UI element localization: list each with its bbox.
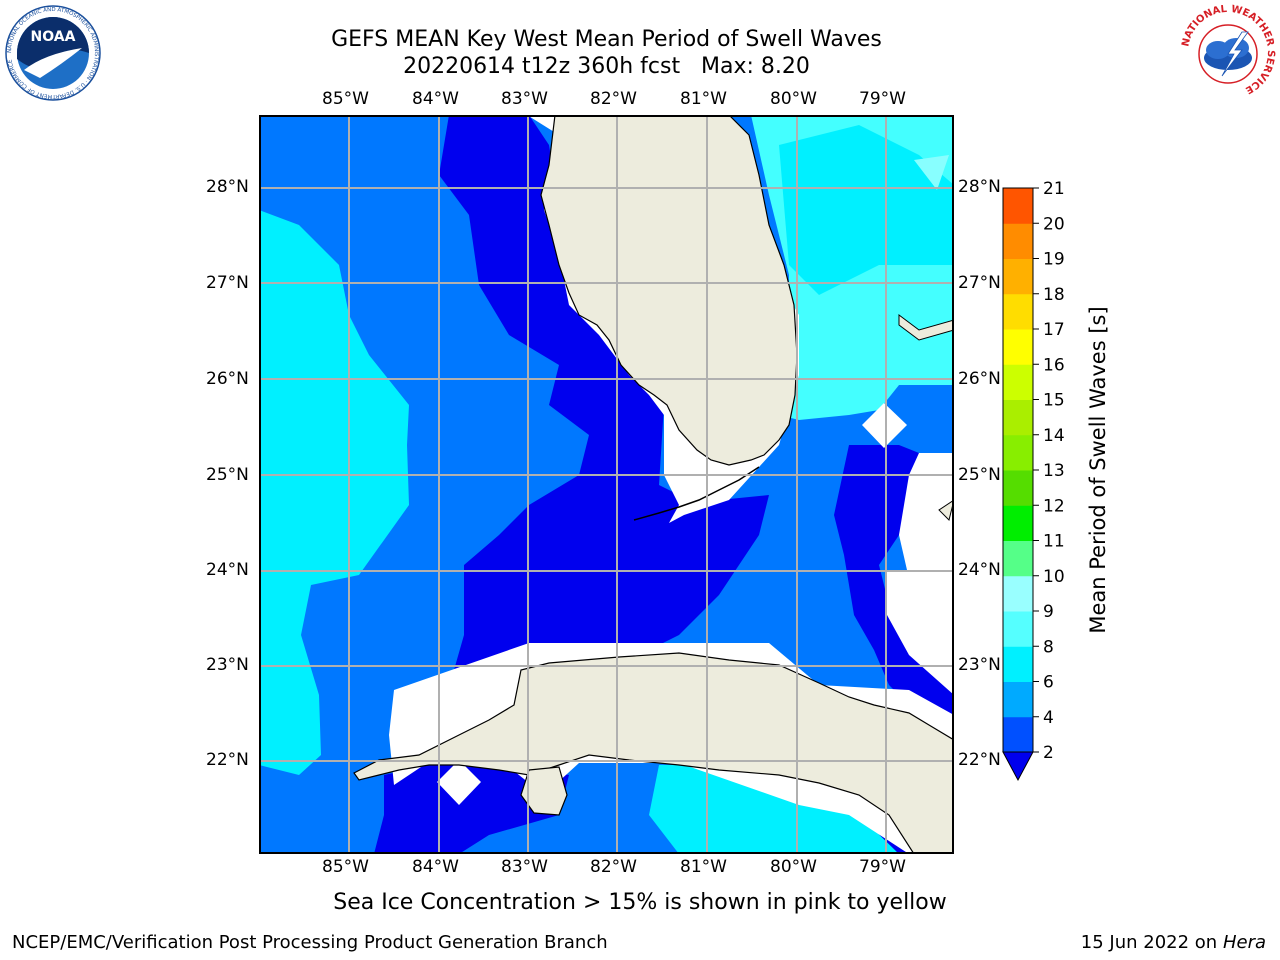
footer-host: Hera [1222, 932, 1266, 953]
lat-label-left-22: 22°N [206, 750, 249, 770]
colorbar-swatch [1003, 329, 1033, 365]
colorbar-tick-label: 2 [1043, 743, 1054, 763]
colorbar-swatch [1003, 188, 1033, 224]
noaa-logo-text: NOAA [31, 29, 76, 45]
period-4-6-west-band [259, 210, 409, 775]
colorbar-tick-label: 18 [1043, 285, 1065, 305]
lon-label-bottom-84: 84°W [412, 857, 459, 877]
colorbar-swatch [1003, 223, 1033, 259]
lon-label-bottom-82: 82°W [590, 857, 637, 877]
lon-label-bottom-79: 79°W [859, 857, 906, 877]
colorbar-swatch [1003, 258, 1033, 295]
period-under-2-south [374, 765, 569, 854]
colorbar-swatch [1003, 540, 1033, 577]
colorbar-tick-label: 14 [1043, 426, 1065, 446]
lon-label-top-84: 84°W [412, 89, 459, 109]
sea-ice-note: Sea Ice Concentration > 15% is shown in … [333, 890, 947, 915]
colorbar-tick-label: 19 [1043, 250, 1065, 270]
period-4-6-atlantic-inner [779, 125, 954, 295]
colorbar-tick-label: 16 [1043, 355, 1065, 375]
colorbar-tick-label: 20 [1043, 214, 1065, 234]
bahamas-andros-land [938, 499, 954, 521]
colorbar-tick-label: 11 [1043, 532, 1065, 552]
period-under-2-central [439, 115, 769, 685]
footer-date: 15 Jun 2022 on Hera [1081, 932, 1266, 953]
map-frame [259, 115, 954, 854]
nodata-diamond-2 [437, 760, 481, 805]
colorbar-under-triangle [1002, 751, 1034, 782]
chart-subtitle: 20220614 t12z 360h fcst Max: 8.20 [403, 54, 810, 79]
period-under-2-east-channel [834, 445, 954, 745]
colorbar-tick-label: 10 [1043, 567, 1065, 587]
bahamas-grand-land [898, 314, 954, 341]
cuba-land [353, 652, 954, 854]
nodata-bahamas [899, 453, 954, 595]
colorbar-tick-label: 15 [1043, 391, 1065, 411]
colorbar-swatch [1003, 575, 1033, 612]
colorbar-swatch [1003, 681, 1033, 718]
lon-label-bottom-83: 83°W [501, 857, 548, 877]
colorbar-swatch [1003, 716, 1033, 753]
footer-branch: NCEP/EMC/Verification Post Processing Pr… [12, 932, 608, 953]
chart-title: GEFS MEAN Key West Mean Period of Swell … [331, 27, 882, 52]
colorbar-tick-label: 17 [1043, 320, 1065, 340]
lat-label-left-26: 26°N [206, 369, 249, 389]
colorbar-ticks: 2 4 6 8 9 10 11 12 13 14 15 16 17 18 19 20 21 [1002, 180, 1065, 782]
lon-label-bottom-85: 85°W [322, 857, 369, 877]
colorbar-swatch [1003, 505, 1033, 541]
lon-label-top-80: 80°W [770, 89, 817, 109]
lon-label-top-83: 83°W [501, 89, 548, 109]
colorbar-tick-label: 8 [1043, 637, 1054, 657]
lat-label-left-23: 23°N [206, 655, 249, 675]
colorbar-swatch [1003, 293, 1033, 330]
colorbar-swatch [1003, 611, 1033, 647]
swell-period-map [259, 115, 954, 854]
florida-land [540, 115, 798, 466]
colorbar: 2 4 6 8 9 10 11 12 13 14 15 16 17 18 19 20 21 [1002, 180, 1065, 782]
colorbar-tick-label: 4 [1043, 708, 1054, 728]
graticule [259, 115, 954, 854]
colorbar-tick-label: 13 [1043, 461, 1065, 481]
nodata-bahamas-south [887, 570, 954, 695]
lat-label-right-28: 28°N [958, 177, 1001, 197]
florida-keys [633, 466, 760, 521]
colorbar-swatch [1003, 646, 1033, 682]
isle-of-youth-land [520, 766, 568, 816]
period-4-6-west-blob [259, 675, 291, 720]
colorbar-label: Mean Period of Swell Waves [s] [1086, 306, 1110, 634]
noaa-logo-icon: NATIONAL OCEANIC AND ATMOSPHERIC ADMINIS… [5, 5, 101, 101]
lon-label-top-79: 79°W [859, 89, 906, 109]
period-4-6-caribbean [649, 765, 899, 854]
lon-label-bottom-81: 81°W [680, 857, 727, 877]
lat-label-left-27: 27°N [206, 273, 249, 293]
footer-date-text: 15 Jun 2022 on [1080, 932, 1218, 953]
colorbar-tick-label: 12 [1043, 496, 1065, 516]
colorbar-tick-label: 9 [1043, 602, 1054, 622]
colorbar-swatch [1003, 470, 1033, 506]
colorbar-swatches [1003, 188, 1033, 753]
lat-label-left-25: 25°N [206, 465, 249, 485]
lat-label-right-24: 24°N [958, 560, 1001, 580]
lat-label-right-22: 22°N [958, 750, 1001, 770]
period-6-8-spot [914, 155, 949, 190]
colorbar-swatch [1003, 364, 1033, 400]
lat-label-right-25: 25°N [958, 465, 1001, 485]
colorbar-swatch [1003, 434, 1033, 471]
nws-logo-icon: NATIONAL WEATHER SERVICE [1180, 4, 1276, 100]
lat-label-right-27: 27°N [958, 273, 1001, 293]
lon-label-top-85: 85°W [322, 89, 369, 109]
colorbar-swatch [1003, 399, 1033, 436]
lat-label-right-26: 26°N [958, 369, 1001, 389]
colorbar-tick-label: 21 [1043, 180, 1065, 199]
lon-label-top-81: 81°W [680, 89, 727, 109]
colorbar-tick-label: 6 [1043, 673, 1054, 693]
lon-label-bottom-80: 80°W [770, 857, 817, 877]
lon-label-top-82: 82°W [590, 89, 637, 109]
nodata-diamond-1 [862, 403, 907, 448]
lat-label-right-23: 23°N [958, 655, 1001, 675]
lat-label-left-28: 28°N [206, 177, 249, 197]
lat-label-left-24: 24°N [206, 560, 249, 580]
